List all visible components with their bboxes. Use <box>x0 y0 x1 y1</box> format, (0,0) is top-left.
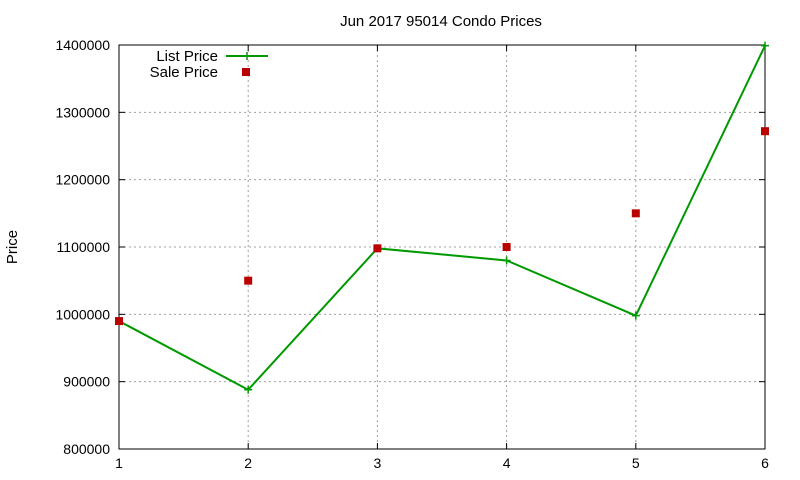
series-layer <box>115 41 769 394</box>
y-tick-label: 900000 <box>63 374 110 390</box>
legend-label-list-price: List Price <box>156 48 218 65</box>
legend-symbol-sale-price <box>242 68 250 76</box>
legend-symbol-list-price <box>226 52 268 60</box>
y-tick-label: 800000 <box>63 441 110 457</box>
data-point-sale-price <box>631 209 640 218</box>
series-list-price <box>115 41 769 394</box>
legend: List Price Sale Price <box>150 48 268 81</box>
series-line-list-price <box>118 45 766 391</box>
data-point-sale-price <box>244 276 253 285</box>
data-point-sale-price <box>373 244 382 253</box>
series-sale-price <box>115 127 769 326</box>
y-axis-label: Price <box>4 230 21 264</box>
data-point-list-price <box>244 385 253 394</box>
y-tick-label: 1200000 <box>55 172 110 188</box>
x-tick-label: 3 <box>374 455 382 471</box>
data-point-list-price <box>502 256 511 265</box>
y-tick-label: 1300000 <box>55 104 110 120</box>
legend-marker-list-price <box>243 52 251 60</box>
y-tick-label: 1100000 <box>57 239 111 255</box>
y-tick-label: 1000000 <box>55 306 110 322</box>
data-point-sale-price <box>502 243 511 251</box>
data-point-list-price <box>631 311 640 320</box>
axis-ticks: 1 2 3 4 5 6 800000 900000 1000000 1100000 1200000 1… <box>55 37 769 471</box>
legend-marker-sale-price <box>242 68 250 76</box>
legend-label-sale-price: Sale Price <box>150 64 218 81</box>
data-point-sale-price <box>761 127 769 136</box>
x-tick-label: 2 <box>244 455 252 471</box>
data-point-sale-price <box>115 317 123 326</box>
x-tick-label: 5 <box>632 455 640 471</box>
data-point-list-price <box>761 41 769 50</box>
x-tick-label: 1 <box>115 455 123 471</box>
chart-title: Jun 2017 95014 Condo Prices <box>340 13 542 30</box>
x-tick-label: 6 <box>761 455 769 471</box>
y-tick-label: 1400000 <box>55 37 110 53</box>
x-tick-label: 4 <box>503 455 511 471</box>
